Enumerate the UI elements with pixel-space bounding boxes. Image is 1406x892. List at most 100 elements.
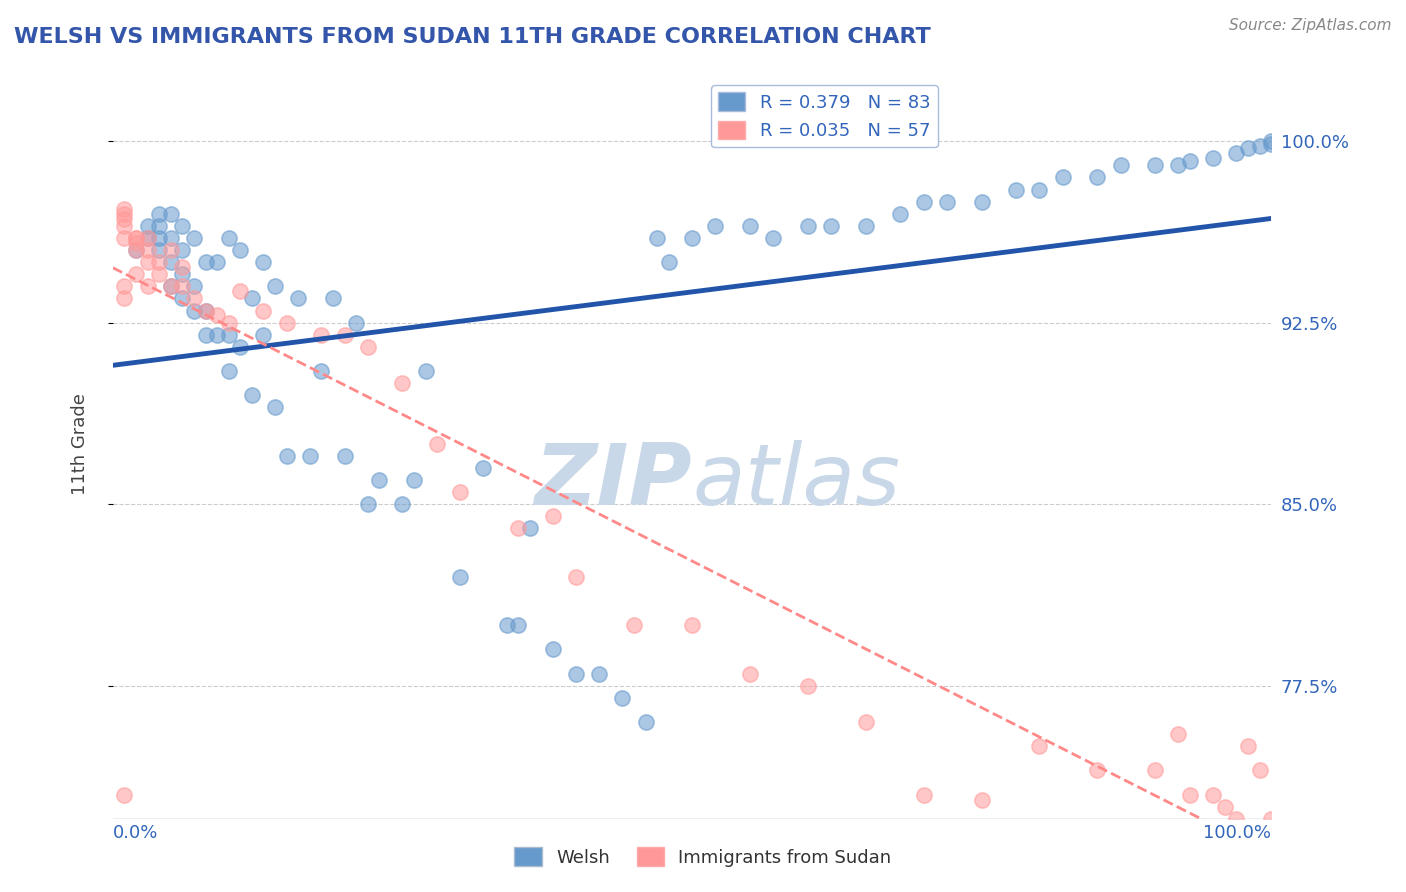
Point (1260, 136, 1282, 151)
Point (855, 714, 877, 729)
Point (738, 219, 761, 233)
Point (1249, 139, 1271, 153)
Point (1237, 141, 1260, 155)
Point (1052, 170, 1074, 185)
Point (148, 207, 170, 221)
Point (114, 292, 136, 306)
Point (287, 292, 309, 306)
Text: ZIP: ZIP (534, 440, 692, 523)
Point (183, 303, 205, 318)
Point (855, 219, 877, 233)
Point (449, 485, 471, 500)
Point (264, 279, 287, 293)
Point (136, 243, 159, 257)
Point (148, 231, 170, 245)
Text: atlas: atlas (692, 440, 900, 523)
Point (1144, 764, 1167, 778)
Point (1237, 739, 1260, 754)
Point (159, 207, 181, 221)
Point (125, 231, 148, 245)
Point (276, 316, 298, 330)
Point (970, 792, 993, 806)
Point (1225, 812, 1247, 826)
Point (252, 303, 274, 318)
Point (136, 231, 159, 245)
Point (114, 202, 136, 216)
Point (762, 231, 785, 245)
Point (333, 327, 356, 342)
Point (912, 194, 935, 209)
Point (541, 642, 564, 657)
Point (1260, 134, 1282, 148)
Point (218, 364, 240, 378)
Point (114, 211, 136, 226)
Point (415, 364, 437, 378)
Point (194, 327, 217, 342)
Text: Source: ZipAtlas.com: Source: ZipAtlas.com (1229, 18, 1392, 33)
Point (229, 284, 252, 298)
Point (797, 679, 820, 693)
Point (681, 231, 703, 245)
Point (368, 473, 391, 487)
Point (172, 267, 194, 281)
Point (344, 316, 367, 330)
Point (148, 243, 170, 257)
Point (658, 255, 681, 269)
Point (797, 219, 820, 233)
Point (449, 570, 471, 584)
Point (704, 219, 727, 233)
Point (1167, 727, 1189, 741)
Point (114, 219, 136, 233)
Point (1028, 739, 1050, 754)
Point (1109, 158, 1132, 172)
Point (125, 243, 148, 257)
Point (148, 267, 170, 281)
Point (912, 788, 935, 802)
Point (1213, 799, 1236, 814)
Point (159, 255, 181, 269)
Point (588, 666, 610, 681)
Point (159, 279, 181, 293)
Point (114, 788, 136, 802)
Point (252, 327, 274, 342)
Point (612, 690, 634, 705)
Point (1178, 788, 1201, 802)
Point (172, 260, 194, 274)
Point (125, 235, 148, 250)
Point (194, 255, 217, 269)
Point (322, 292, 344, 306)
Y-axis label: 11th Grade: 11th Grade (72, 392, 89, 495)
Point (229, 243, 252, 257)
Text: WELSH VS IMMIGRANTS FROM SUDAN 11TH GRADE CORRELATION CHART: WELSH VS IMMIGRANTS FROM SUDAN 11TH GRAD… (14, 27, 931, 46)
Legend: Welsh, Immigrants from Sudan: Welsh, Immigrants from Sudan (508, 840, 898, 874)
Point (218, 327, 240, 342)
Point (565, 570, 588, 584)
Point (136, 279, 159, 293)
Point (820, 219, 842, 233)
Point (159, 279, 181, 293)
Point (472, 461, 495, 475)
Point (205, 309, 228, 323)
Point (252, 255, 274, 269)
Point (311, 327, 333, 342)
Point (311, 364, 333, 378)
Point (508, 521, 530, 535)
Point (541, 509, 564, 524)
Point (623, 618, 645, 632)
Point (172, 243, 194, 257)
Point (229, 340, 252, 354)
Point (935, 194, 957, 209)
Point (114, 231, 136, 245)
Point (1144, 158, 1167, 172)
Point (125, 231, 148, 245)
Point (172, 279, 194, 293)
Point (264, 401, 287, 415)
Point (1028, 182, 1050, 196)
Point (114, 207, 136, 221)
Point (634, 714, 657, 729)
Point (240, 292, 263, 306)
Point (508, 618, 530, 632)
Point (125, 267, 148, 281)
Point (125, 243, 148, 257)
Point (136, 219, 159, 233)
